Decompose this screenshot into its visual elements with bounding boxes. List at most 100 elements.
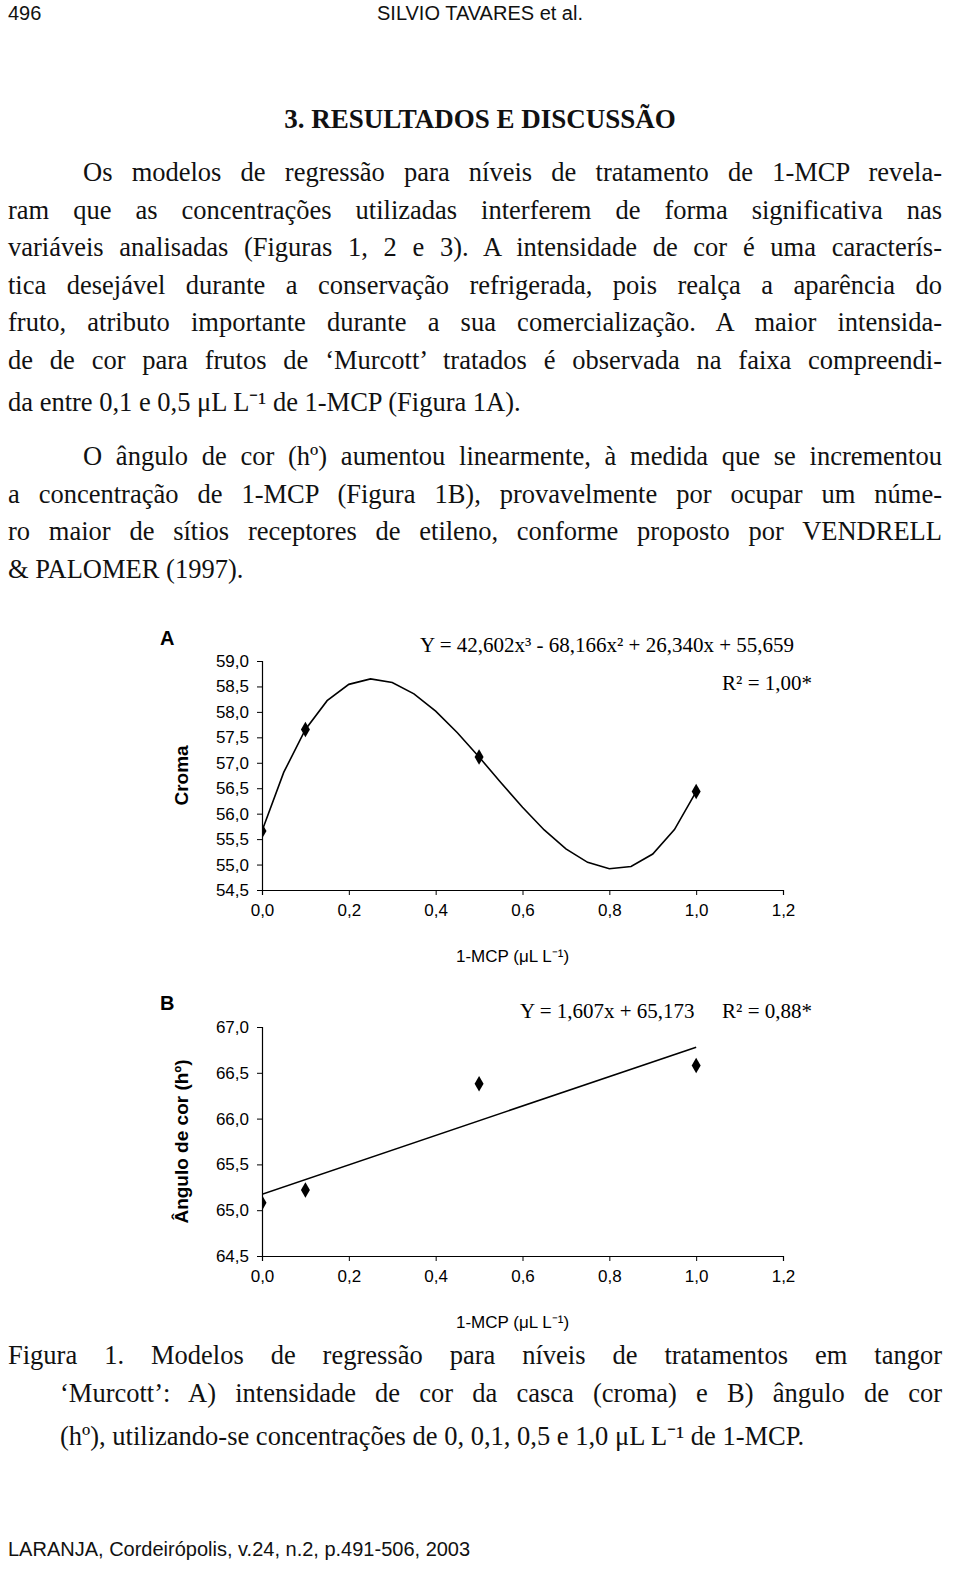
tick: 0,2 [338,890,362,920]
tick: 0,4 [424,1256,448,1286]
tick-label: 59,0 [216,652,249,671]
tick-label: 0,6 [511,1267,535,1286]
tick-label: 66,5 [216,1064,249,1083]
running-head: SILVIO TAVARES et al. [280,2,680,25]
caption-line: ‘Murcott’: A) intensidade de cor da casc… [60,1378,942,1409]
footer: LARANJA, Cordeirópolis, v.24, n.2, p.491… [8,1538,708,1561]
tick-label: 65,5 [216,1155,249,1174]
tick-mark [609,890,610,895]
chart: 0,0 0,2 0,4 0,6 0,8 1,0 1,2 54,5 55,0 55,5 56,0 56,… [160,627,812,966]
tick-label: 1,2 [772,1267,796,1286]
paragraph-line: Os modelos de regressão para níveis de t… [83,157,942,188]
tick-mark [609,1256,610,1261]
plot-area [262,679,701,869]
y-axis-title: Croma [171,745,192,806]
data-point [301,1182,310,1198]
tick-mark [257,686,262,687]
tick: 58,0 [216,703,262,722]
chart: 0,0 0,2 0,4 0,6 0,8 1,0 1,2 64,5 65,0 65,5 66,0 66,… [160,992,812,1332]
tick: 0,8 [598,890,622,920]
tick-label: 66,0 [216,1110,249,1129]
x-axis-title: 1-MCP (μL L⁻¹) [456,1313,569,1332]
tick-label: 58,5 [216,677,249,696]
paragraph-line: variáveis analisadas (Figuras 1, 2 e 3).… [8,232,942,263]
data-point [692,1058,701,1074]
tick: 0,2 [338,1256,362,1286]
x-axis: 0,0 0,2 0,4 0,6 0,8 1,0 1,2 [251,1256,796,1286]
tick-label: 1,0 [685,901,709,920]
tick: 58,5 [216,677,262,696]
tick-label: 67,0 [216,1018,249,1037]
tick: 0,6 [511,890,535,920]
tick: 55,5 [216,830,262,849]
caption-line: Figura 1. Modelos de regressão para níve… [8,1340,942,1371]
fit-line [262,1047,696,1194]
tick: 1,2 [772,890,796,920]
data-point [475,1076,484,1092]
panel-label: A [160,627,174,649]
tick: 57,0 [216,754,262,773]
y-axis-title: Ângulo de cor (hº) [171,1059,192,1223]
tick-label: 0,0 [251,1267,275,1286]
tick-mark [349,1256,350,1261]
tick-mark [257,1256,262,1257]
tick-mark [349,890,350,895]
tick-label: 0,8 [598,1267,622,1286]
tick-label: 57,5 [216,728,249,747]
tick-mark [257,814,262,815]
tick-label: 56,5 [216,779,249,798]
tick: 0,6 [511,1256,535,1286]
tick: 65,5 [216,1155,262,1174]
tick: 0,0 [251,1256,275,1286]
tick-mark [257,1027,262,1028]
axis-line [263,891,784,896]
tick-mark [783,890,784,895]
tick-label: 0,2 [338,901,362,920]
tick-label: 0,8 [598,901,622,920]
paragraph-line: da entre 0,1 e 0,5 μL L⁻¹ de 1-MCP (Figu… [8,383,942,419]
tick-mark [257,890,262,891]
tick: 66,5 [216,1064,262,1083]
paragraph-line: O ângulo de cor (hº) aumentou linearment… [83,441,942,472]
tick: 54,5 [216,881,262,900]
fit-line [262,679,696,869]
tick: 57,5 [216,728,262,747]
section-title: 3. RESULTADOS E DISCUSSÃO [0,104,960,135]
tick-label: 0,0 [251,901,275,920]
annotation: Y = 1,607x + 65,173 [520,999,695,1023]
tick-mark [257,1073,262,1074]
paragraph-line: de de cor para frutos de ‘Murcott’ trata… [8,345,942,376]
tick: 0,0 [251,890,275,920]
tick-label: 64,5 [216,1247,249,1266]
tick-label: 65,0 [216,1201,249,1220]
tick-mark [436,1256,437,1261]
page-number: 496 [8,2,108,25]
paragraph-line: & PALOMER (1997). [8,554,942,585]
tick-label: 55,5 [216,830,249,849]
tick: 0,4 [424,890,448,920]
tick-mark [257,763,262,764]
tick-mark [696,890,697,895]
panel-label: B [160,992,174,1014]
tick-label: 0,6 [511,901,535,920]
paragraph-line: tica desejável durante a conservação ref… [8,270,942,301]
tick-mark [257,737,262,738]
paragraph-line: ram que as concentrações utilizadas inte… [8,195,942,226]
tick-mark [257,1164,262,1165]
tick: 56,5 [216,779,262,798]
tick-label: 58,0 [216,703,249,722]
tick-mark [257,1119,262,1120]
tick-label: 57,0 [216,754,249,773]
tick: 0,8 [598,1256,622,1286]
tick: 56,0 [216,805,262,824]
tick-mark [257,1210,262,1211]
tick-label: 1,0 [685,1267,709,1286]
x-axis: 0,0 0,2 0,4 0,6 0,8 1,0 1,2 [251,890,796,920]
tick-mark [257,712,262,713]
tick-label: 55,0 [216,855,249,874]
figure: 0,0 0,2 0,4 0,6 0,8 1,0 1,2 54,5 55,0 55,5 56,0 56,… [0,0,960,1592]
tick: 1,0 [685,1256,709,1286]
axis-line [257,662,263,891]
annotation: R² = 0,88* [722,999,812,1023]
tick: 65,0 [216,1201,262,1220]
